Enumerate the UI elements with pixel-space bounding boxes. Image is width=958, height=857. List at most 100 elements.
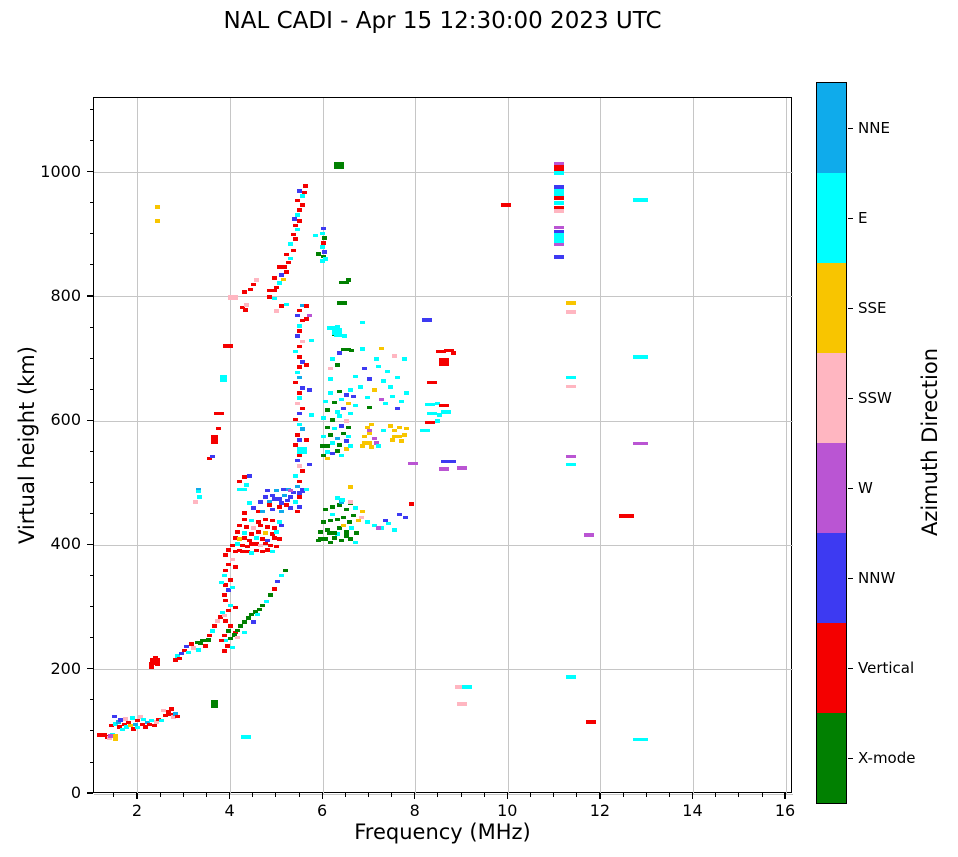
data-point — [195, 489, 201, 494]
data-point — [359, 347, 365, 351]
data-point — [390, 394, 396, 399]
data-point — [297, 464, 303, 468]
data-point — [297, 396, 303, 400]
data-point — [332, 327, 343, 335]
colorbar-tick-label: NNE — [858, 118, 890, 137]
data-point — [358, 515, 364, 520]
data-point — [275, 579, 281, 584]
data-point — [167, 712, 173, 717]
data-point — [251, 506, 257, 510]
data-point — [299, 487, 305, 492]
data-point — [241, 475, 247, 479]
y-minor-tick — [89, 140, 93, 141]
data-point — [292, 237, 298, 241]
data-point — [385, 369, 391, 374]
x-tick — [321, 793, 323, 799]
data-point — [255, 520, 261, 524]
data-point — [329, 505, 335, 509]
y-tick-label: 800 — [50, 285, 81, 305]
data-point — [303, 184, 309, 188]
data-point — [297, 308, 303, 313]
data-point — [295, 433, 301, 437]
x-tick-label: 12 — [589, 801, 611, 820]
data-point — [238, 624, 244, 628]
data-point — [195, 648, 201, 652]
data-point — [565, 301, 576, 305]
data-point — [585, 720, 596, 724]
data-point — [295, 509, 301, 513]
data-point — [258, 500, 264, 504]
data-point — [397, 512, 403, 517]
data-point — [329, 512, 335, 517]
colorbar-segment-ssw — [817, 353, 846, 443]
data-point — [383, 401, 389, 406]
data-point — [304, 304, 310, 308]
data-point — [269, 518, 275, 523]
data-point — [584, 533, 595, 537]
data-point — [278, 509, 284, 513]
x-minor-tick — [738, 793, 740, 797]
data-point — [295, 227, 301, 232]
data-point — [325, 425, 331, 430]
data-point — [283, 302, 289, 307]
data-point — [177, 656, 183, 661]
data-point — [223, 619, 229, 623]
x-minor-tick — [275, 793, 277, 797]
data-point — [320, 416, 326, 420]
data-point — [246, 474, 252, 478]
data-point — [281, 493, 287, 498]
data-point — [235, 530, 240, 534]
data-point — [207, 633, 213, 638]
data-point — [122, 717, 128, 721]
data-point — [318, 537, 329, 541]
data-point — [320, 226, 326, 231]
data-point — [299, 194, 305, 198]
data-point — [349, 526, 355, 530]
data-point — [158, 718, 164, 723]
data-point — [215, 619, 221, 623]
data-point — [334, 436, 340, 441]
colorbar-tick-label: SSE — [858, 298, 887, 317]
y-minor-tick — [89, 699, 93, 701]
x-minor-tick — [715, 793, 717, 797]
x-minor-tick — [553, 793, 555, 797]
y-tick — [87, 792, 93, 794]
data-point — [241, 630, 247, 635]
data-point — [632, 355, 648, 359]
data-point — [260, 549, 266, 554]
data-point — [267, 295, 273, 299]
x-minor-tick — [252, 793, 254, 797]
data-point — [126, 720, 132, 725]
data-point — [227, 295, 238, 299]
data-point — [292, 417, 298, 422]
data-point — [128, 723, 134, 728]
data-point — [246, 501, 252, 505]
data-point — [251, 526, 257, 530]
data-point — [241, 536, 247, 540]
data-point — [251, 282, 257, 287]
data-point — [295, 198, 301, 203]
data-point — [221, 593, 227, 597]
y-minor-tick — [89, 575, 93, 576]
data-point — [223, 583, 229, 587]
data-point — [218, 580, 224, 585]
data-point — [277, 537, 283, 541]
data-point — [260, 537, 266, 541]
data-point — [297, 446, 308, 454]
data-point — [232, 565, 238, 569]
colorbar-tick — [848, 307, 853, 310]
data-point — [376, 364, 382, 369]
x-minor-tick — [368, 793, 369, 797]
data-point — [248, 532, 254, 536]
y-minor-tick — [89, 450, 93, 452]
data-point — [223, 638, 229, 643]
data-point — [235, 628, 241, 633]
data-point — [246, 538, 252, 543]
y-tick — [87, 543, 93, 546]
data-point — [327, 433, 333, 437]
data-point — [554, 205, 565, 210]
data-point — [390, 438, 396, 442]
data-point — [336, 526, 342, 530]
data-point — [299, 427, 305, 431]
data-point — [276, 281, 282, 285]
